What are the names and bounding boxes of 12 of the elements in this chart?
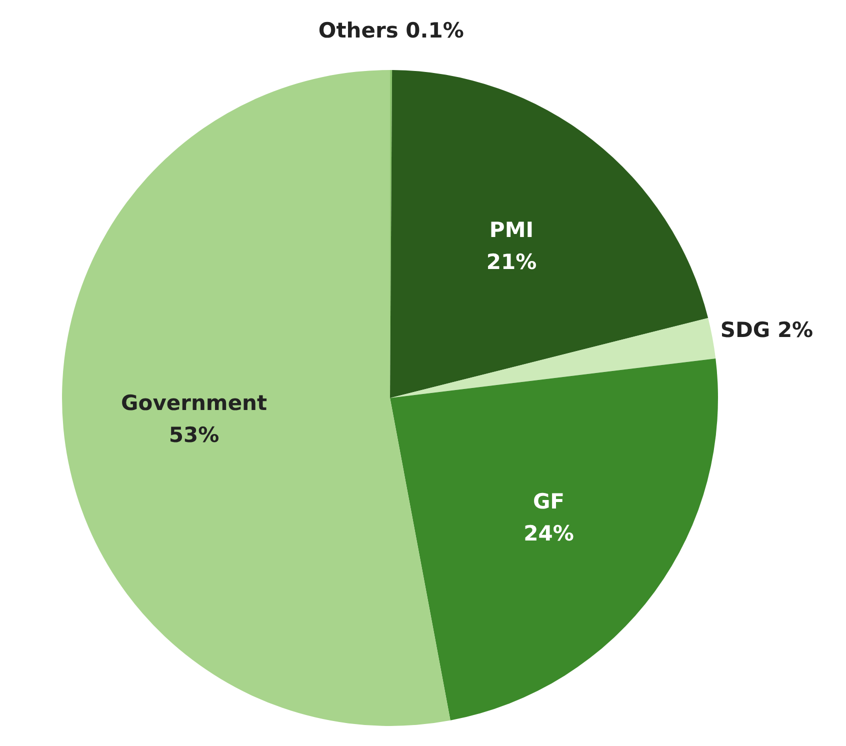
data-label: 21% [486,250,537,274]
pie-slice [390,318,716,398]
slice-label: PMI [489,218,534,242]
slice-label: Government [121,391,268,416]
pie-slice [390,358,718,720]
pie-slice [390,70,708,398]
data-label: 24% [524,521,574,546]
slice-label: SDG 2% [720,318,814,342]
pie-slice [62,70,450,726]
slice-label: GF [532,489,565,514]
slice-label: Others 0.1% [318,18,464,43]
data-label: 53% [168,423,220,448]
